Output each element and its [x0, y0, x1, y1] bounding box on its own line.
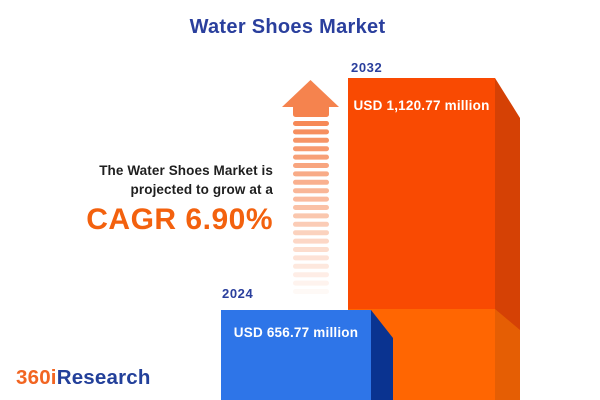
arrow-dash: [293, 205, 329, 210]
arrow-dash: [293, 263, 329, 269]
bar-value-2032: USD 1,120.77 million: [353, 98, 490, 113]
brand-logo: 360iResearch: [16, 366, 151, 390]
year-label-2024: 2024: [222, 286, 254, 301]
arrow-dash: [293, 154, 329, 160]
arrow-head: [282, 80, 339, 107]
arrow-dash: [293, 289, 329, 294]
bar-2024-side: [371, 310, 393, 400]
arrow-dash: [293, 171, 329, 177]
brand-logo-suffix: Research: [56, 366, 151, 389]
arrow-dash: [293, 221, 329, 227]
cagr-value: CAGR 6.90%: [86, 203, 273, 236]
arrow-dash: [293, 188, 329, 194]
pedestal-block-side: [495, 309, 520, 400]
bar-2024-front: [221, 310, 371, 400]
annotation-block: The Water Shoes Market is projected to g…: [86, 162, 273, 236]
arrow-dash: [293, 196, 329, 202]
bar-2032-front: [348, 78, 495, 309]
page-title: Water Shoes Market: [189, 16, 386, 38]
arrow-dash: [293, 230, 329, 236]
arrow-neck: [293, 105, 329, 117]
arrow-dash: [293, 163, 329, 168]
annotation-line-1: The Water Shoes Market is: [99, 163, 273, 178]
arrow-dash: [293, 121, 329, 126]
brand-logo-prefix: 360i: [16, 366, 57, 389]
arrow-dash: [293, 179, 329, 185]
bar-value-2024: USD 656.77 million: [233, 325, 359, 340]
arrow-dash: [293, 238, 329, 244]
arrow-dash: [293, 255, 329, 261]
arrow-dashed-tail: [293, 121, 329, 294]
arrow-dash: [293, 272, 329, 278]
arrow-dash: [293, 129, 329, 135]
annotation-line-2: projected to grow at a: [130, 181, 273, 197]
growth-arrow-icon: [282, 80, 339, 294]
arrow-dash: [293, 247, 329, 252]
arrow-dash: [293, 280, 329, 286]
arrow-dash: [293, 146, 329, 152]
arrow-dash: [293, 213, 329, 219]
arrow-dash: [293, 137, 329, 143]
year-label-2032: 2032: [351, 60, 383, 75]
